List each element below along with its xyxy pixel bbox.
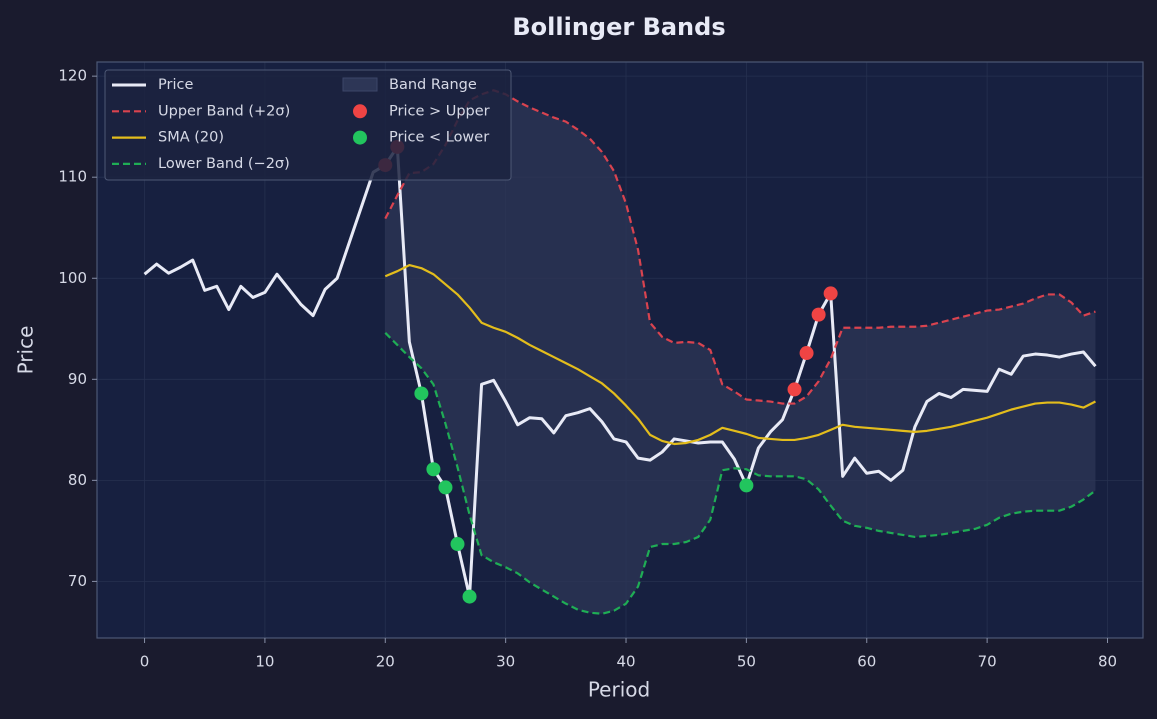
signal-marker (438, 480, 453, 495)
x-tick-label: 0 (140, 653, 150, 671)
legend-swatch (353, 130, 367, 145)
plot (97, 62, 1143, 638)
signal-marker (414, 386, 429, 401)
band-area (385, 90, 1096, 614)
series-line (143, 145, 1097, 599)
legend-label: Upper Band (+2σ) (158, 103, 290, 119)
series-line (384, 332, 1097, 615)
y-tick-label: 80 (68, 471, 87, 489)
x-tick-label: 20 (376, 653, 395, 671)
legend-box (104, 69, 512, 181)
signal-marker (462, 589, 477, 604)
signal-marker (450, 537, 465, 552)
legend-label: Price (158, 77, 193, 93)
signal-marker (426, 462, 441, 477)
y-tick-label: 110 (58, 168, 87, 186)
y-axis-label: Price (14, 326, 38, 375)
x-tick-label: 40 (616, 653, 635, 671)
legend-label: SMA (20) (158, 130, 224, 146)
series-line (384, 264, 1096, 446)
signal-marker (823, 286, 838, 301)
signal-marker (811, 307, 826, 322)
legend-swatch (342, 77, 378, 92)
x-axis-label: Period (588, 678, 650, 702)
chart-title: Bollinger Bands (512, 13, 725, 41)
legend-label: Band Range (389, 77, 477, 93)
x-tick-label: 70 (978, 653, 997, 671)
y-tick-label: 120 (58, 67, 87, 85)
signal-marker (739, 478, 754, 493)
x-tick-label: 60 (857, 653, 876, 671)
x-tick-label: 10 (255, 653, 274, 671)
y-tick-label: 100 (58, 269, 87, 287)
signal-marker (799, 346, 814, 361)
legend-label: Lower Band (−2σ) (158, 156, 290, 172)
legend-label: Price < Lower (389, 130, 489, 146)
y-tick-label: 70 (68, 572, 87, 590)
legend-swatch (353, 104, 367, 119)
legend-label: Price > Upper (389, 103, 490, 119)
plot-frame (96, 61, 1144, 639)
signal-marker (787, 382, 802, 397)
x-tick-label: 30 (496, 653, 515, 671)
x-tick-label: 50 (737, 653, 756, 671)
y-tick-label: 90 (68, 370, 87, 388)
x-tick-label: 80 (1098, 653, 1117, 671)
